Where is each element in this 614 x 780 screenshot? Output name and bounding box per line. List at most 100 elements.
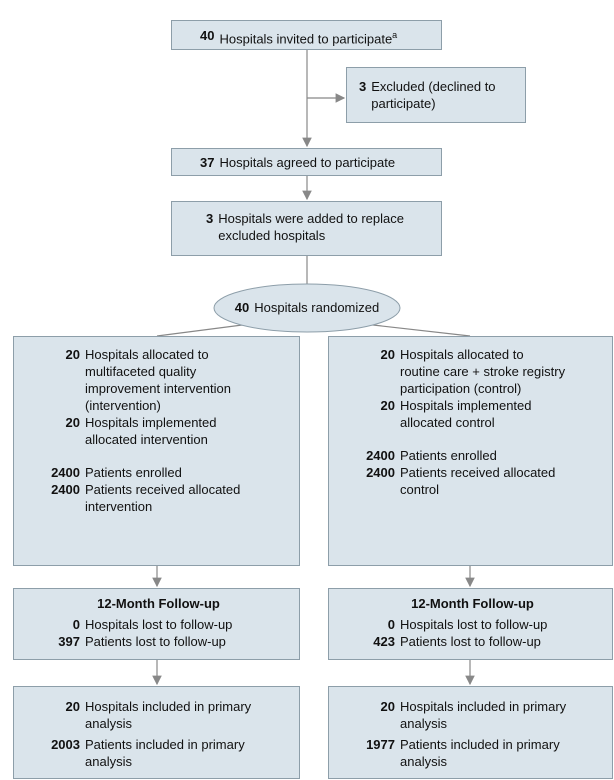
entry: 2003 Patients included in primary analysis [18,736,299,770]
count: 2003 [51,737,80,752]
entry: 2400 Patients received allocated intervent… [18,481,299,515]
text-line: analysis [85,754,132,769]
entry-text: Hospitals allocated to routine care + str… [400,346,565,397]
entry: 2400 Patients enrolled [333,447,612,464]
entry-text: Patients lost to follow-up [400,633,541,650]
text-line: Hospitals implemented [85,415,217,430]
analysis-box: 20 Hospitals included in primary analysis 2… [13,686,300,779]
text-line: Hospitals lost to follow-up [85,617,233,632]
allocation-box: 20 Hospitals allocated to multifaceted qua… [13,336,300,566]
entry-text: Hospitals agreed to participate [219,154,395,171]
text-line: Patients lost to follow-up [85,634,226,649]
text-line: Hospitals agreed to participate [219,155,396,170]
entry: 20 Hospitals included in primary analysis [333,698,612,732]
follow-up-title: 12-Month Follow-up [411,596,534,611]
text-line: participate) [371,96,436,111]
entry: 20 Hospitals included in primary analysis [18,698,299,732]
entry-text: Hospitals were added to replace excluded … [218,210,404,244]
entry-text: Patients included in primary analysis [85,736,245,770]
text-line: control [400,482,440,497]
follow-up-title: 12-Month Follow-up [97,596,220,611]
text-line: Hospitals were added to replace [218,211,404,226]
entry: 1977 Patients included in primary analysis [333,736,612,770]
count: 20 [65,415,80,430]
count: 0 [387,617,395,632]
text-line: improvement intervention [85,381,231,396]
follow-up-box: 12-Month Follow-up 0 Hospitals lost to fol… [328,588,613,660]
entry: 3 Excluded (declined to participate) [359,78,525,112]
entry: 20 Hospitals allocated to routine care + s… [333,346,612,397]
entry: 20 Hospitals implemented allocated control [333,397,612,431]
entry-text: Hospitals lost to follow-up [400,616,547,633]
entry-text: Patients enrolled [400,447,497,464]
entry-text: Hospitals invited to participatea [219,27,397,47]
count: 2400 [51,465,80,480]
entry: 423 Patients lost to follow-up [333,633,612,650]
text-line: Patients received allocated [85,482,241,497]
text-line: Hospitals allocated to [400,347,524,362]
entry-text: Hospitals included in primary analysis [85,698,251,732]
count: 2400 [366,448,395,463]
text-line: allocated intervention [85,432,208,447]
text-line: Patients enrolled [85,465,182,480]
connector [156,323,251,337]
randomized-label: 40 Hospitals randomized [214,299,400,316]
entry: 3 Hospitals were added to replace excluded… [206,210,441,244]
entry: 20 Hospitals allocated to multifaceted qua… [18,346,299,414]
text-line: Excluded (declined to [371,79,496,94]
footnote-marker: a [392,30,398,40]
text-line: Patients included in primary [400,737,560,752]
entry-text: Hospitals implemented allocated intervent… [85,414,217,448]
text-line: Hospitals included in primary [85,699,252,714]
text-line: Patients lost to follow-up [400,634,541,649]
text-line: allocated control [400,415,495,430]
entry-text: Patients enrolled [85,464,182,481]
entry: 37 Hospitals agreed to participate [200,154,441,171]
text-line: Hospitals randomized [254,300,380,315]
excluded-box: 3 Excluded (declined to participate) [346,67,526,123]
text-line: participation (control) [400,381,522,396]
text-line: Hospitals lost to follow-up [400,617,548,632]
follow-up-box: 12-Month Follow-up 0 Hospitals lost to fol… [13,588,300,660]
text-line: analysis [85,716,132,731]
text-line: routine care + stroke registry [400,364,566,379]
text-line: Hospitals included in primary [400,699,567,714]
entry: 0 Hospitals lost to follow-up [333,616,612,633]
text-line: Patients included in primary [85,737,245,752]
agreed-box: 37 Hospitals agreed to participate [171,148,442,176]
text-line: Patients received allocated [400,465,556,480]
count: 1977 [366,737,395,752]
count: 40 [234,300,250,315]
count: 0 [72,617,80,632]
invited-box: 40 Hospitals invited to participatea [171,20,442,50]
entry-text: Patients received allocated control [400,464,555,498]
entry-text: Patients included in primary analysis [400,736,560,770]
allocation-box: 20 Hospitals allocated to routine care + s… [328,336,613,566]
count: 40 [200,28,215,43]
entry-text: Hospitals randomized [254,299,379,316]
added-box: 3 Hospitals were added to replace excluded… [171,201,442,256]
count: 3 [359,79,367,94]
count: 2400 [366,465,395,480]
entry: 40 Hospitals invited to participatea [200,27,441,47]
text-line: Patients enrolled [400,448,497,463]
text-line: intervention [85,499,153,514]
text-line: Hospitals implemented [400,398,532,413]
text-line: multifaceted quality [85,364,197,379]
entry-text: Hospitals lost to follow-up [85,616,232,633]
entry: 0 Hospitals lost to follow-up [18,616,299,633]
count: 20 [65,347,80,362]
entry-text: Patients received allocated intervention [85,481,240,515]
count: 20 [65,699,80,714]
entry-text: Patients lost to follow-up [85,633,226,650]
count: 37 [200,155,215,170]
count: 2400 [51,482,80,497]
entry: 397 Patients lost to follow-up [18,633,299,650]
entry: 20 Hospitals implemented allocated interve… [18,414,299,448]
text-line: (intervention) [85,398,161,413]
randomization-ellipse [213,283,401,333]
count: 3 [206,211,214,226]
text-line: Hospitals allocated to [85,347,209,362]
